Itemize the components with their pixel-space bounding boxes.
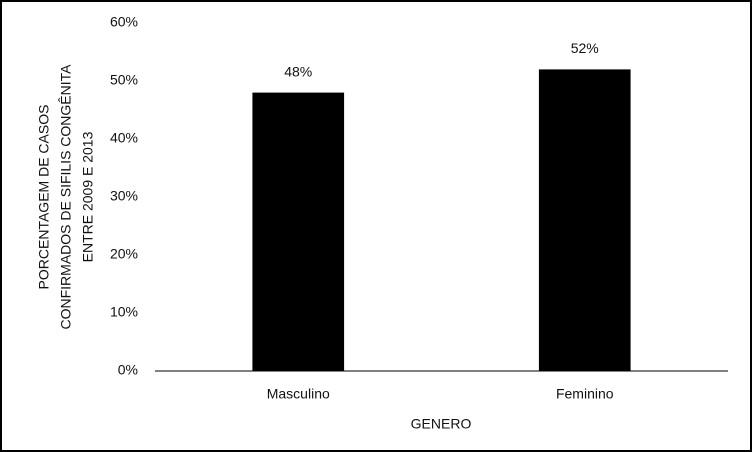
y-tick-label: 60%	[110, 14, 138, 30]
y-axis-label-line: PORCENTAGEM DE CASOS	[36, 105, 52, 290]
y-tick-label: 20%	[110, 246, 138, 262]
y-tick-label: 40%	[110, 130, 138, 146]
y-tick-label: 0%	[118, 362, 138, 378]
x-axis-label: GENERO	[411, 416, 472, 432]
bar	[538, 69, 631, 372]
x-tick-label: Masculino	[267, 386, 330, 402]
y-axis-label: PORCENTAGEM DE CASOS CONFIRMADOS DE SIFI…	[36, 64, 96, 330]
data-label: 48%	[284, 63, 312, 79]
y-tick-label: 50%	[110, 72, 138, 88]
y-tick-label: 30%	[110, 188, 138, 204]
data-label: 52%	[571, 40, 599, 56]
y-axis-label-line: CONFIRMADOS DE SIFILIS CONGÊNITA	[58, 64, 74, 330]
y-tick-label: 10%	[110, 304, 138, 320]
y-axis-label-line: ENTRE 2009 E 2013	[80, 131, 96, 262]
bar	[252, 92, 345, 371]
x-tick-label: Feminino	[556, 386, 614, 402]
